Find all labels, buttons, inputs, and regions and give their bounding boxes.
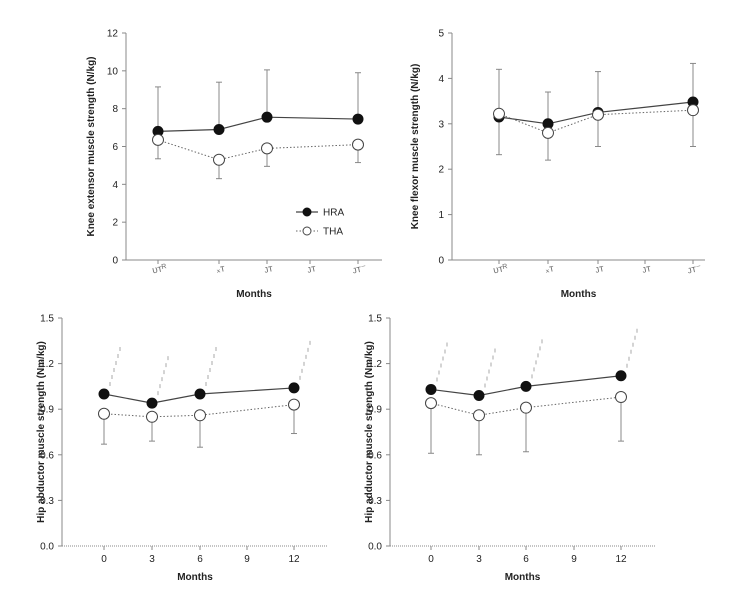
y-axis-label: Hip abductor muscle strength (Nm/kg) xyxy=(36,341,47,523)
y-tick-label: 0.0 xyxy=(368,542,382,553)
data-point-tha xyxy=(261,142,273,155)
y-tick-label: 1.5 xyxy=(40,314,54,325)
data-point-tha xyxy=(194,409,206,422)
x-tick-label-faint: ᴊᴛ⁻ xyxy=(351,263,367,277)
x-tick-label: 6 xyxy=(523,554,529,565)
y-tick-label: 6 xyxy=(112,142,118,153)
data-point-hra xyxy=(146,397,158,409)
y-axis-label: Hip adductor muscle strength (Nm/kg) xyxy=(364,341,375,523)
series-line-hra xyxy=(430,375,622,397)
data-point-hra xyxy=(98,388,110,400)
series-line-tha xyxy=(157,139,359,161)
data-point-tha xyxy=(687,104,699,117)
series-line-hra xyxy=(157,116,359,132)
y-tick-label: 0.6 xyxy=(368,450,382,461)
x-tick-label: 9 xyxy=(244,554,250,565)
data-point-tha xyxy=(520,401,532,414)
data-point-tha xyxy=(592,108,604,121)
x-tick-label: 12 xyxy=(615,554,627,565)
y-axis-label: Knee extensor muscle strength (N/kg) xyxy=(86,56,97,236)
data-point-tha xyxy=(615,391,627,404)
x-axis-label: Months xyxy=(236,289,272,300)
legend-marker-hra xyxy=(302,207,312,217)
x-tick-label-faint: ᙮ᴛ xyxy=(215,263,227,276)
data-point-hra xyxy=(352,113,364,125)
chart-panel-2: 0 1 2 3 4 5 ᴜᴛᴿ ᙮ᴛ ᴊᴛ ᴊᴛ ᴊᴛ⁻ Months Knee flexor musc… xyxy=(410,29,705,300)
legend-marker-tha xyxy=(302,226,312,236)
y-tick-label: 0.6 xyxy=(40,450,54,461)
x-tick-label: 0 xyxy=(428,554,434,565)
x-tick-label-faint: ᴊᴛ xyxy=(641,263,652,276)
y-tick-label: 2 xyxy=(438,165,444,176)
chart-panel-1: 0 2 4 6 8 10 12 ᴜᴛᴿ ᙮ᴛ ᴊᴛ ᴊᴛ ᴊᴛ⁻ Months Knee extensor… xyxy=(86,29,382,300)
y-tick-label: 4 xyxy=(438,74,444,85)
y-tick-label: 1 xyxy=(438,210,444,221)
y-tick-label: 0.3 xyxy=(368,496,382,507)
data-point-tha xyxy=(352,138,364,151)
data-point-tha xyxy=(146,410,158,423)
x-tick-label: 12 xyxy=(288,554,300,565)
y-tick-label: 10 xyxy=(107,66,119,77)
x-tick-label: 3 xyxy=(149,554,155,565)
data-point-tha xyxy=(425,397,437,410)
data-point-hra xyxy=(520,380,532,392)
x-axis-label: Months xyxy=(505,572,541,583)
y-tick-label: 0.0 xyxy=(40,542,54,553)
y-tick-label: 0 xyxy=(438,256,444,267)
legend-label-hra: HRA xyxy=(323,208,344,219)
chart-panel-4: 0.0 0.3 0.6 0.9 1.2 1.5 0 3 6 9 12 Months Hip adduct… xyxy=(364,314,655,583)
y-tick-label: 0.9 xyxy=(40,405,54,416)
x-tick-label: 6 xyxy=(197,554,203,565)
y-tick-label: 0.9 xyxy=(368,405,382,416)
x-tick-label-faint: ᴊᴛ xyxy=(594,263,605,276)
series-line-tha xyxy=(430,396,622,416)
y-tick-label: 1.2 xyxy=(368,359,382,370)
data-point-tha xyxy=(288,398,300,411)
data-point-tha xyxy=(493,107,505,120)
data-point-hra xyxy=(615,370,627,382)
y-axis-label: Knee flexor muscle strength (N/kg) xyxy=(410,64,421,230)
y-tick-label: 12 xyxy=(107,29,119,40)
data-point-hra xyxy=(473,390,485,402)
data-point-hra xyxy=(213,123,225,135)
x-tick-label-faint: ᴜᴛᴿ xyxy=(492,263,509,277)
x-tick-label: 9 xyxy=(571,554,577,565)
data-point-hra xyxy=(425,383,437,395)
x-tick-label-faint: ᴊᴛ xyxy=(263,263,274,276)
x-tick-label-faint: ᴊᴛ xyxy=(306,263,317,276)
y-tick-label: 2 xyxy=(112,218,118,229)
y-tick-label: 3 xyxy=(438,119,444,130)
data-point-tha xyxy=(213,153,225,166)
series-line-hra xyxy=(498,101,694,125)
chart-panel-3: 0.0 0.3 0.6 0.9 1.2 1.5 0 3 6 9 12 Months Hip abduct… xyxy=(36,314,328,583)
y-tick-label: 8 xyxy=(112,104,118,115)
x-tick-label: 0 xyxy=(101,554,107,565)
series-line-hra xyxy=(103,387,295,404)
legend-label-tha: THA xyxy=(323,227,343,238)
data-point-hra xyxy=(194,388,206,400)
y-tick-label: 5 xyxy=(438,29,444,40)
x-tick-label: 3 xyxy=(476,554,482,565)
y-tick-label: 1.5 xyxy=(368,314,382,325)
y-tick-label: 1.2 xyxy=(40,359,54,370)
data-point-hra xyxy=(288,382,300,394)
data-point-hra xyxy=(261,111,273,123)
y-tick-label: 0.3 xyxy=(40,496,54,507)
x-axis-label: Months xyxy=(177,572,213,583)
y-tick-label: 0 xyxy=(112,256,118,267)
data-point-tha xyxy=(473,409,485,422)
x-tick-label-faint: ᙮ᴛ xyxy=(544,263,556,276)
x-tick-label-faint: ᴊᴛ⁻ xyxy=(686,263,702,277)
y-tick-label: 4 xyxy=(112,180,118,191)
data-point-tha xyxy=(152,133,164,146)
x-tick-label-faint: ᴜᴛᴿ xyxy=(151,263,168,277)
x-axis-label: Months xyxy=(561,289,597,300)
data-point-tha xyxy=(542,126,554,139)
data-point-tha xyxy=(98,407,110,420)
